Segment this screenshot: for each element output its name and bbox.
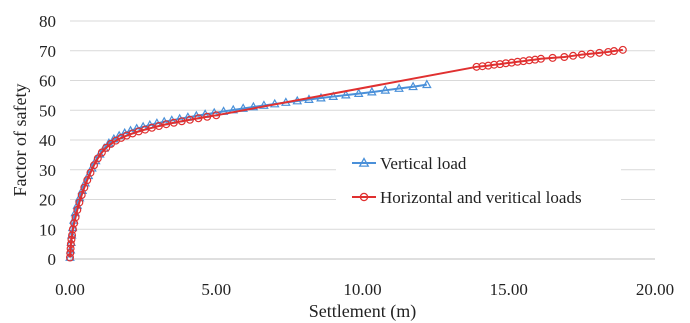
data-point (604, 47, 613, 56)
data-point (147, 123, 156, 132)
data-point (259, 100, 269, 109)
x-tick-label: 20.00 (636, 280, 674, 299)
data-point (525, 56, 534, 65)
data-point (394, 83, 404, 92)
x-tick-label: 10.00 (343, 280, 381, 299)
data-point (328, 91, 339, 100)
data-point (80, 183, 89, 192)
tick-labels: 0 10 20 30 40 50 60 70 80 0.00 5.00 10.00 15.00 20.00 (39, 12, 674, 299)
data-point (316, 92, 326, 102)
data-point (68, 225, 77, 234)
legend-label-vertical-load: Vertical load (380, 154, 467, 173)
data-point (531, 55, 540, 64)
data-point (162, 120, 171, 129)
y-tick-label: 10 (39, 220, 56, 239)
data-point (75, 198, 84, 207)
data-point (89, 161, 98, 170)
y-tick-label: 70 (39, 42, 56, 61)
y-tick-label: 50 (39, 101, 56, 120)
data-point (65, 253, 74, 262)
data-point (73, 205, 82, 214)
data-point (212, 111, 221, 120)
data-point (472, 62, 481, 71)
data-point (367, 86, 377, 96)
data-point (548, 53, 557, 62)
data-point (536, 54, 545, 63)
data-point (478, 62, 487, 71)
data-point (177, 117, 186, 126)
data-point (507, 58, 516, 67)
y-axis-title: Factor of safety (10, 84, 30, 197)
data-point (595, 48, 604, 57)
y-tick-label: 30 (39, 161, 56, 180)
data-point (519, 57, 528, 66)
data-point (154, 122, 163, 131)
data-point (495, 60, 504, 69)
legend-marker-horizontal-and-vertical-loads (359, 192, 369, 202)
y-tick-label: 0 (48, 250, 57, 269)
data-point (169, 118, 178, 127)
data-point (513, 57, 522, 66)
data-point (610, 47, 619, 56)
data-point (618, 45, 627, 54)
legend-background (336, 150, 621, 212)
data-point (83, 176, 92, 185)
x-tick-label: 15.00 (490, 280, 528, 299)
data-point (194, 114, 203, 123)
data-point (586, 49, 595, 58)
x-axis-title: Settlement (m) (309, 301, 416, 322)
y-tick-label: 80 (39, 12, 56, 31)
data-point (66, 244, 75, 253)
data-point (77, 191, 86, 200)
data-point (569, 51, 578, 60)
x-tick-label: 5.00 (201, 280, 231, 299)
data-point (341, 89, 351, 99)
data-point (71, 213, 80, 222)
x-tick-label: 0.00 (55, 280, 85, 299)
legend: Vertical load Horizontal and veritical l… (336, 150, 621, 212)
series-layer (65, 45, 627, 262)
data-point (185, 115, 194, 124)
data-point (577, 50, 586, 59)
data-point (66, 249, 75, 258)
legend-marker-vertical-load (358, 157, 370, 167)
data-point (353, 88, 364, 97)
data-point (380, 85, 391, 94)
data-point (66, 240, 75, 249)
data-point (68, 231, 77, 240)
data-point (97, 148, 106, 157)
data-point (93, 154, 102, 163)
data-point (102, 143, 111, 152)
data-point (203, 112, 212, 121)
data-point (490, 60, 499, 69)
y-tick-label: 60 (39, 72, 56, 91)
y-tick-label: 40 (39, 131, 56, 150)
data-point (248, 101, 259, 111)
data-point (484, 61, 493, 70)
series-horizontal-and-vertical-loads (65, 45, 627, 262)
data-point (408, 81, 418, 91)
legend-label-horizontal-and-vertical-loads: Horizontal and veritical loads (380, 188, 582, 207)
data-point (560, 52, 569, 61)
data-point (67, 235, 76, 244)
data-point (422, 79, 432, 89)
data-point (86, 168, 95, 177)
y-tick-label: 20 (39, 191, 56, 210)
data-point (501, 59, 510, 68)
